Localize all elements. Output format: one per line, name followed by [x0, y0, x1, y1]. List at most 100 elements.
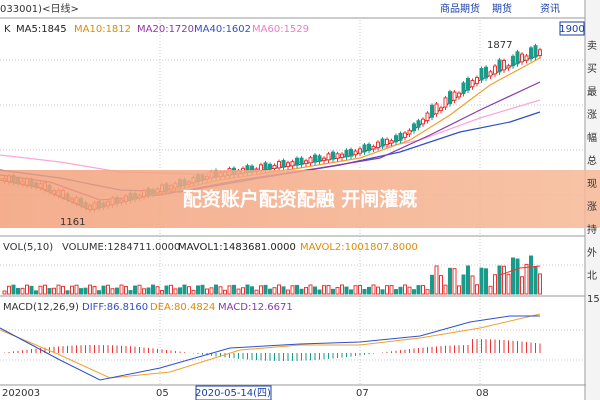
volume-bar	[173, 288, 178, 295]
volume-bar	[340, 284, 344, 295]
candle	[461, 82, 466, 94]
candle	[412, 123, 416, 132]
volume-bar	[200, 284, 205, 295]
volume-bar	[25, 284, 29, 295]
volume-bar	[29, 285, 34, 295]
candle	[439, 107, 443, 111]
volume-bar	[236, 288, 241, 295]
volume-bar	[137, 284, 142, 295]
low-label: 1161	[60, 217, 85, 228]
volume-bar	[493, 274, 497, 295]
volume-bar	[457, 285, 461, 295]
candle	[488, 71, 493, 77]
candle	[326, 153, 331, 161]
volume-bars	[2, 255, 542, 295]
volume-bar	[362, 288, 367, 295]
volume-bar	[484, 268, 488, 295]
candle	[299, 157, 304, 165]
volume-bar	[506, 273, 511, 295]
volume-bar	[371, 284, 376, 295]
candle	[457, 92, 461, 98]
volume-bar	[407, 286, 412, 295]
volume-bar	[232, 284, 236, 295]
volume-bar	[250, 286, 254, 295]
volume-bar	[448, 267, 452, 295]
side-label: 买	[587, 63, 597, 75]
volume-bar	[479, 267, 484, 295]
dea-line	[0, 313, 541, 379]
volume-bar	[110, 288, 115, 295]
candle	[448, 91, 452, 105]
candle	[317, 155, 322, 162]
volume-bar	[299, 288, 304, 295]
side-label: 卖	[587, 40, 597, 52]
volume-bar	[151, 284, 155, 295]
volume-bar	[218, 286, 223, 295]
volume-bar	[380, 289, 385, 295]
volume-bar	[128, 290, 133, 295]
candle	[407, 129, 412, 135]
candle	[286, 162, 290, 168]
price-box-text: 1900	[559, 24, 584, 35]
candle	[353, 150, 358, 156]
x-label: 07	[356, 388, 369, 399]
volume-bar	[331, 288, 335, 295]
volume-bar	[434, 265, 439, 295]
volume-bar	[178, 287, 182, 295]
candle	[335, 153, 340, 159]
volume-bar	[403, 284, 407, 295]
diff-line	[0, 315, 540, 381]
volume-bar	[16, 287, 20, 295]
banner-text: 配资账户配资配融 开闸灌溉	[183, 188, 418, 211]
volume-bar	[209, 287, 214, 295]
volume-bar	[367, 286, 371, 295]
volume-bar	[142, 288, 146, 295]
volume-bar	[187, 286, 191, 295]
link[interactable]: 资讯	[540, 3, 560, 15]
link[interactable]: 商品期货	[440, 2, 480, 15]
panel-label: MACD(12,26,9)	[3, 302, 79, 313]
link[interactable]: 期货	[492, 2, 512, 15]
candle	[416, 120, 421, 128]
candle	[358, 148, 362, 154]
volume-bar	[317, 289, 322, 295]
candle	[277, 160, 281, 169]
volume-bar	[56, 284, 61, 295]
volume-bar	[304, 287, 308, 295]
volume-bar	[106, 284, 110, 295]
volume-bar	[461, 274, 466, 295]
vol-label: VOLUME:1284711.0000	[62, 242, 180, 253]
candle	[484, 66, 488, 79]
volume-bar	[101, 285, 106, 295]
volume-bar	[79, 288, 83, 295]
cursor-date: 2020-05-14(四)	[195, 388, 271, 399]
volume-bar	[502, 265, 506, 295]
candle	[371, 145, 376, 150]
candle	[331, 151, 335, 160]
side-label: 外	[587, 247, 597, 259]
candle	[281, 159, 286, 168]
volume-bar	[349, 289, 353, 295]
volume-bar	[223, 289, 227, 295]
candle	[538, 49, 542, 57]
volume-bar	[227, 285, 232, 295]
candle	[452, 91, 457, 101]
volume-bar	[65, 290, 70, 295]
candle	[389, 140, 394, 144]
volume-bar	[47, 288, 52, 295]
volume-bar	[263, 284, 268, 295]
volume-bar	[529, 255, 533, 295]
side-label: 持	[587, 223, 597, 236]
candle	[430, 104, 434, 118]
volume-bar	[241, 287, 245, 295]
volume-bar	[92, 285, 97, 295]
candle	[425, 112, 430, 121]
volume-bar	[133, 285, 137, 295]
volume-bar	[421, 285, 425, 295]
volume-bar	[43, 284, 47, 295]
candle	[524, 55, 529, 61]
vol-label: MAVOL1:1483681.0000	[178, 242, 296, 253]
candle	[268, 163, 272, 170]
volume-bar	[182, 284, 187, 295]
